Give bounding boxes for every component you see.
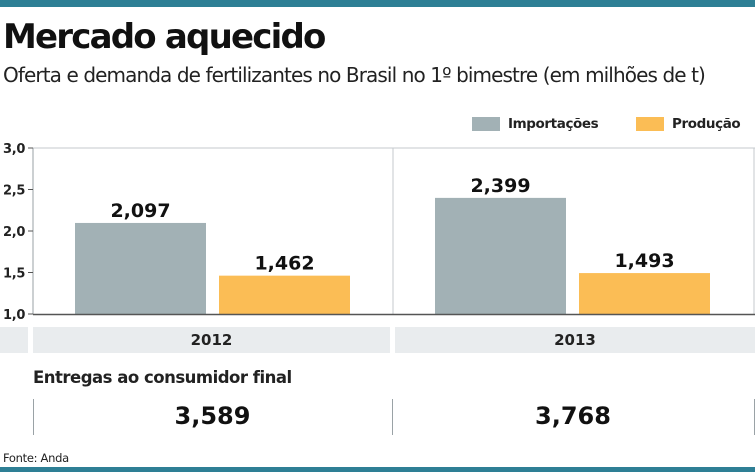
chart-subtitle: Oferta e demanda de fertilizantes no Bra… — [3, 63, 706, 87]
bar-producao-2013 — [579, 273, 710, 314]
bar-importacoes-2012 — [75, 222, 206, 314]
legend-swatch-producao — [636, 117, 664, 131]
bottom-accent-bar — [0, 467, 755, 472]
legend-swatch-importacoes — [472, 117, 500, 131]
x-axis-band-left — [0, 327, 28, 353]
bar-producao-2012 — [219, 275, 350, 314]
source-note: Fonte: Anda — [3, 451, 69, 465]
chart-title: Mercado aquecido — [3, 17, 326, 57]
totals-divider-left — [33, 399, 34, 435]
data-label-importacoes-2013: 2,399 — [470, 175, 530, 197]
y-tick-label-4: 3,0 — [3, 142, 25, 157]
y-tick-label-3: 2,5 — [3, 184, 25, 199]
data-label-producao-2012: 1,462 — [254, 253, 314, 275]
y-tick-label-0: 1,0 — [3, 308, 25, 323]
total-2012: 3,589 — [174, 402, 251, 430]
x-label-2013: 2013 — [395, 327, 755, 353]
legend-item-importacoes: Importações — [472, 115, 599, 133]
y-tick-label-2: 2,0 — [3, 225, 25, 240]
top-accent-bar — [0, 0, 755, 7]
legend-label-producao: Produção — [672, 116, 741, 132]
totals-heading: Entregas ao consumidor final — [33, 368, 292, 387]
data-label-producao-2013: 1,493 — [614, 250, 674, 272]
totals-divider-mid — [392, 399, 393, 435]
x-label-2012: 2012 — [33, 327, 390, 353]
bar-chart: 1,0 1,5 2,0 2,5 3,0 2,097 1,462 2,399 1,493 — [3, 142, 755, 323]
legend-item-producao: Produção — [636, 115, 741, 133]
data-label-importacoes-2012: 2,097 — [110, 200, 170, 222]
bar-importacoes-2013 — [435, 197, 566, 314]
total-2013: 3,768 — [535, 402, 611, 430]
y-tick-label-1: 1,5 — [3, 267, 25, 282]
legend-label-importacoes: Importações — [508, 116, 599, 132]
